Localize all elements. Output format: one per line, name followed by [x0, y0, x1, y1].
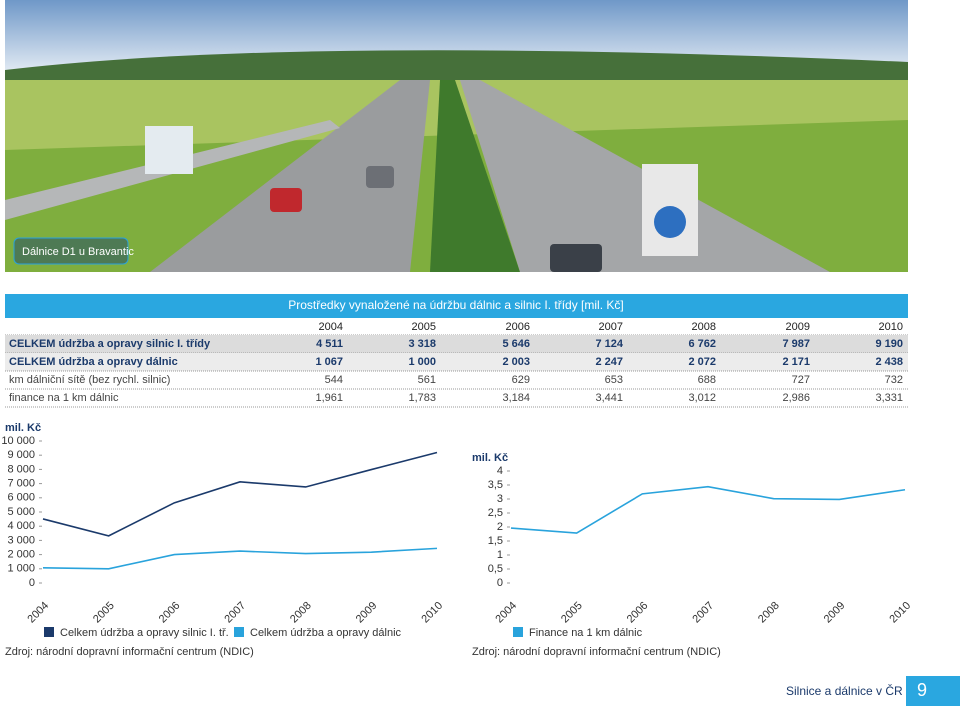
row-background	[5, 335, 908, 353]
page-number: 9	[917, 680, 927, 700]
row-label: CELKEM údržba a opravy dálnic	[9, 356, 178, 368]
y-tick-label: 9 000	[7, 449, 35, 461]
series-line	[42, 547, 438, 570]
x-tick-label: 2009	[822, 600, 848, 626]
column-header: 2006	[506, 321, 530, 333]
table-cell: 3 318	[408, 338, 436, 350]
table-cell: 4 511	[316, 338, 343, 350]
y-tick-label: 2 000	[7, 549, 35, 561]
table-cell: 9 190	[875, 338, 903, 350]
table-cell: 561	[418, 374, 436, 386]
y-tick-label: 7 000	[7, 478, 35, 490]
table-cell: 1 000	[408, 356, 436, 368]
table-cell: 732	[885, 374, 903, 386]
column-header: 2008	[692, 321, 716, 333]
table-cell: 2 171	[782, 356, 810, 368]
y-tick-label: 0	[29, 577, 35, 589]
table-cell: 7 124	[595, 338, 623, 350]
legend-swatch	[513, 627, 523, 637]
table-cell: 2 438	[875, 356, 903, 368]
source-note: Zdroj: národní dopravní informační centr…	[5, 646, 254, 658]
legend-swatch	[234, 627, 244, 637]
y-axis-label: mil. Kč	[472, 452, 508, 464]
table-title: Prostředky vynaložené na údržbu dálnic a…	[288, 298, 623, 312]
row-label: km dálniční sítě (bez rychl. silnic)	[9, 374, 170, 386]
y-tick-label: 4	[497, 465, 503, 477]
y-tick-label: 2	[497, 521, 503, 533]
row-label: finance na 1 km dálnic	[9, 392, 119, 404]
column-header: 2010	[879, 321, 903, 333]
y-tick-label: 10 000	[1, 435, 35, 447]
photo: Dálnice D1 u Bravantic	[5, 0, 908, 272]
x-tick-label: 2005	[559, 600, 585, 626]
column-header: 2005	[412, 321, 436, 333]
y-tick-label: 1	[497, 549, 503, 561]
y-tick-label: 3,5	[488, 479, 503, 491]
table-cell: 2,986	[782, 392, 810, 404]
table-cell: 3,184	[502, 392, 530, 404]
table-cell: 1,783	[408, 392, 436, 404]
x-tick-label: 2010	[419, 600, 445, 626]
table-cell: 1,961	[315, 392, 343, 404]
table-cell: 3,012	[688, 392, 716, 404]
y-tick-label: 5 000	[7, 506, 35, 518]
table-cell: 6 762	[688, 338, 716, 350]
table-cell: 2 003	[502, 356, 530, 368]
x-tick-label: 2004	[25, 600, 51, 626]
x-tick-label: 2008	[288, 600, 314, 626]
x-tick-label: 2006	[157, 600, 183, 626]
y-tick-label: 4 000	[7, 520, 35, 532]
y-tick-label: 3 000	[7, 534, 35, 546]
y-tick-label: 3	[497, 493, 503, 505]
legend-swatch	[44, 627, 54, 637]
source-note: Zdroj: národní dopravní informační centr…	[472, 646, 721, 658]
x-tick-label: 2004	[493, 600, 519, 626]
table-cell: 653	[605, 374, 623, 386]
row-background	[5, 353, 908, 371]
footer-title: Silnice a dálnice v ČR 2011	[786, 683, 932, 698]
x-tick-label: 2007	[222, 600, 248, 626]
legend-label: Celkem údržba a opravy dálnic	[250, 627, 402, 639]
y-tick-label: 8 000	[7, 463, 35, 475]
table-cell: 727	[792, 374, 810, 386]
table-cell: 2 247	[595, 356, 623, 368]
table-title-bar	[5, 294, 908, 318]
table-cell: 3,331	[875, 392, 903, 404]
table-cell: 5 646	[502, 338, 530, 350]
y-tick-label: 1 000	[7, 563, 35, 575]
table: 2004 2005 2006 2007 2008 2009 2010 CELKEM údržb…	[5, 321, 908, 408]
table-cell: 629	[512, 374, 530, 386]
x-tick-label: 2007	[690, 600, 716, 626]
x-tick-label: 2008	[756, 600, 782, 626]
table-cell: 1 067	[315, 356, 343, 368]
table-cell: 7 987	[782, 338, 810, 350]
legend-label: Finance na 1 km dálnic	[529, 627, 643, 639]
y-tick-label: 0	[497, 577, 503, 589]
y-tick-label: 6 000	[7, 492, 35, 504]
y-tick-label: 1,5	[488, 535, 503, 547]
table-cell: 688	[698, 374, 716, 386]
series-line	[42, 451, 438, 537]
y-axis-label: mil. Kč	[5, 422, 41, 434]
photo-caption: Dálnice D1 u Bravantic	[22, 246, 134, 258]
charts: mil. Kč 0 1 000 2 000 3 000 4 000 5 000 6 000 7 …	[1, 422, 913, 658]
y-tick-label: 0,5	[488, 563, 503, 575]
table-cell: 544	[325, 374, 343, 386]
x-tick-label: 2010	[887, 600, 913, 626]
row-label: CELKEM údržba a opravy silnic I. třídy	[9, 338, 211, 350]
x-tick-label: 2005	[91, 600, 117, 626]
series-line	[510, 485, 906, 534]
table-cell: 3,441	[595, 392, 623, 404]
column-header: 2009	[786, 321, 810, 333]
page-number-box	[906, 676, 960, 706]
x-tick-label: 2009	[354, 600, 380, 626]
column-header: 2007	[599, 321, 623, 333]
column-header: 2004	[319, 321, 343, 333]
y-tick-label: 2,5	[488, 507, 503, 519]
table-cell: 2 072	[688, 356, 716, 368]
x-tick-label: 2006	[625, 600, 651, 626]
legend-label: Celkem údržba a opravy silnic I. tř.	[60, 627, 229, 639]
